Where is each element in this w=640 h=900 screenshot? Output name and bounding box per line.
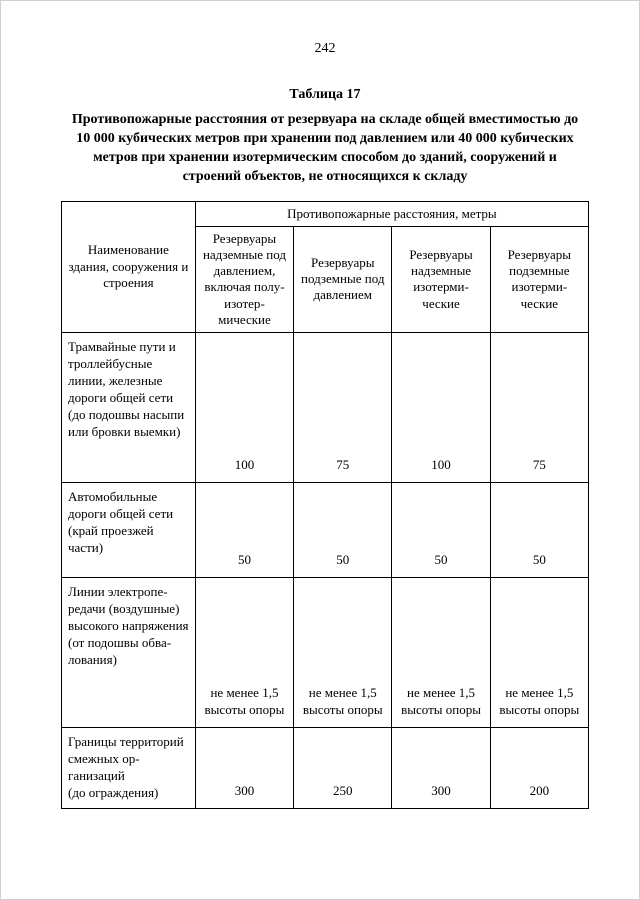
cell: не менее 1,5 высоты опоры: [490, 578, 588, 728]
document-page: 242 Таблица 17 Противопожарные расстояни…: [0, 0, 640, 900]
table-row: Трамвайные пути и троллейбусные линии, ж…: [62, 333, 589, 483]
cell: 50: [294, 483, 392, 578]
cell: 250: [294, 728, 392, 809]
table-row: Линии электропе­редачи (воздуш­ные) высо…: [62, 578, 589, 728]
cell: не менее 1,5 высоты опоры: [392, 578, 490, 728]
cell: 300: [392, 728, 490, 809]
table-title: Противопожарные расстояния от резервуара…: [65, 111, 585, 187]
header-c3: Резервуары надземные изотерми­ческие: [392, 226, 490, 333]
cell: 100: [392, 333, 490, 483]
row-name: Автомобильные дороги общей сети (край пр…: [62, 483, 196, 578]
cell: не менее 1,5 высоты опоры: [294, 578, 392, 728]
header-name: Наименование здания, сооруже­ния и строе…: [62, 201, 196, 333]
header-spanning: Противопожарные расстояния, метры: [195, 201, 588, 226]
header-c2: Резервуа­ры под­земные под давлением: [294, 226, 392, 333]
table-row: Границы террито­рий смежных ор­ганизаций…: [62, 728, 589, 809]
table-caption: Таблица 17: [61, 87, 589, 103]
row-name: Границы террито­рий смежных ор­ганизаций…: [62, 728, 196, 809]
cell: 75: [294, 333, 392, 483]
cell: 50: [195, 483, 293, 578]
cell: не менее 1,5 высоты опоры: [195, 578, 293, 728]
row-name: Трамвайные пути и троллейбусные линии, ж…: [62, 333, 196, 483]
fire-distance-table: Наименование здания, сооруже­ния и строе…: [61, 201, 589, 809]
page-number: 242: [61, 41, 589, 57]
header-c4: Резервуары подземные изотерми­ческие: [490, 226, 588, 333]
cell: 300: [195, 728, 293, 809]
cell: 75: [490, 333, 588, 483]
cell: 100: [195, 333, 293, 483]
row-name: Линии электропе­редачи (воздуш­ные) высо…: [62, 578, 196, 728]
cell: 50: [392, 483, 490, 578]
header-c1: Резервуары надземные под давле­нием, вкл…: [195, 226, 293, 333]
table-row: Автомобильные дороги общей сети (край пр…: [62, 483, 589, 578]
cell: 200: [490, 728, 588, 809]
cell: 50: [490, 483, 588, 578]
